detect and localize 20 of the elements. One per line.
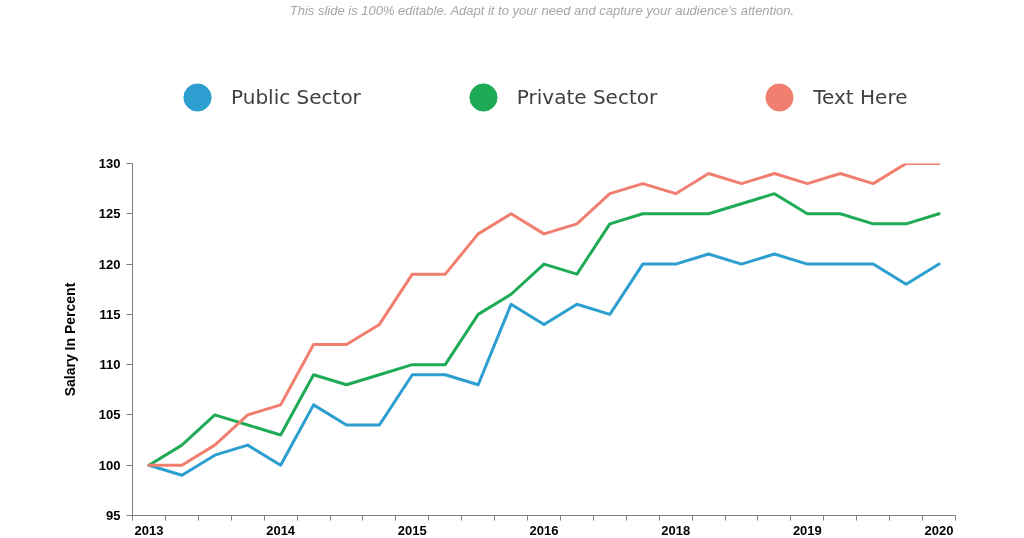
y-tick-label: 95 <box>106 508 121 523</box>
x-tick-label: 2019 <box>792 522 822 538</box>
y-tick-label: 120 <box>98 256 121 272</box>
x-tick-label: 2020 <box>924 522 954 538</box>
chart-subtitle: This slide is 100% editable. Adapt it to your need and capture your audience’s attention. <box>289 2 795 18</box>
y-tick-label: 115 <box>99 306 121 322</box>
y-axis-title: Salary In Percent <box>61 282 78 397</box>
x-tick-label: 2018 <box>661 522 691 538</box>
x-tick-label: 2014 <box>266 522 296 538</box>
legend-label: Public Sector <box>231 85 361 109</box>
x-tick-label: 2015 <box>397 522 427 538</box>
legend-label: Text Here <box>813 85 908 109</box>
x-tick-label: 2013 <box>134 522 164 538</box>
y-tick-label: 105 <box>98 407 121 423</box>
x-tick-label: 2016 <box>529 522 559 538</box>
y-tick-label: 130 <box>98 156 121 171</box>
legend-label: Private Sector <box>516 85 658 109</box>
y-tick-label: 125 <box>98 206 121 222</box>
y-tick-label: 100 <box>98 457 121 473</box>
y-tick-label: 110 <box>99 357 121 373</box>
